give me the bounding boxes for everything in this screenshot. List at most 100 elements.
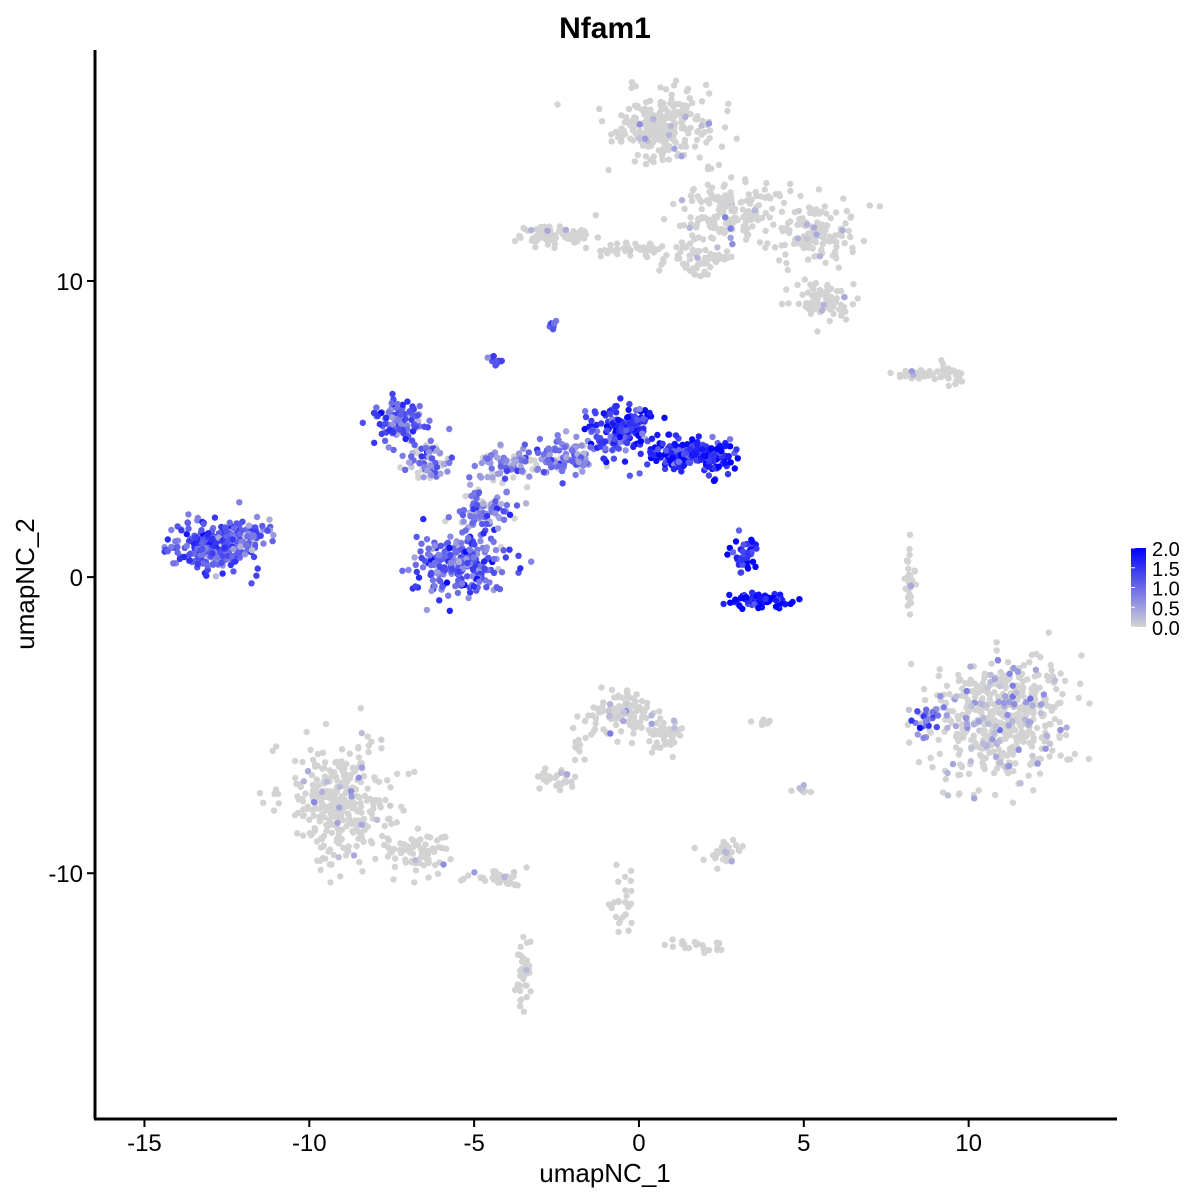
cell-point	[775, 257, 783, 264]
cell-point	[762, 595, 769, 603]
cell-point	[669, 753, 676, 761]
cell-point	[625, 927, 632, 934]
cell-point	[701, 254, 709, 261]
cell-point	[415, 574, 423, 581]
cell-point	[615, 708, 622, 715]
cell-point	[915, 759, 923, 766]
cell-point	[944, 724, 951, 732]
cell-point	[737, 569, 744, 576]
cell-point	[1002, 684, 1009, 691]
cell-point	[598, 118, 606, 125]
cell-point	[390, 876, 397, 883]
cell-point	[522, 458, 529, 465]
cell-point	[545, 445, 552, 452]
cell-point	[626, 420, 633, 427]
cell-point	[1005, 698, 1013, 705]
cell-point	[678, 125, 686, 132]
cell-point	[753, 212, 760, 220]
cell-point	[659, 137, 666, 145]
cell-point	[936, 750, 943, 757]
cell-point	[313, 838, 321, 845]
cell-point	[389, 390, 396, 398]
cell-point	[498, 500, 505, 508]
cell-point	[990, 769, 998, 777]
cell-point	[689, 246, 696, 253]
cell-point	[667, 450, 675, 457]
cell-point	[682, 264, 689, 272]
cell-point	[592, 212, 599, 219]
cell-point	[356, 859, 363, 866]
cell-point	[575, 229, 583, 236]
cell-point	[995, 738, 1002, 745]
cell-point	[953, 693, 960, 700]
cell-point	[408, 416, 415, 424]
cell-point	[588, 417, 595, 425]
cell-point	[718, 143, 726, 150]
cell-point	[413, 568, 420, 576]
cell-point	[673, 243, 680, 251]
cell-point	[422, 841, 429, 848]
cell-point	[465, 872, 472, 879]
cell-point	[747, 718, 755, 725]
cell-point	[514, 951, 522, 959]
cell-point	[778, 300, 786, 308]
cell-point	[582, 413, 590, 421]
cell-point	[170, 560, 177, 567]
cell-point	[500, 516, 508, 523]
cell-point	[666, 457, 674, 464]
cell-point	[631, 158, 638, 165]
cell-point	[727, 189, 734, 196]
cell-point	[766, 214, 773, 221]
cell-point	[431, 559, 438, 567]
cell-point	[378, 736, 385, 743]
cell-point	[446, 544, 453, 551]
cell-point	[845, 227, 852, 234]
cell-point	[837, 301, 845, 308]
cell-point	[970, 721, 978, 728]
cell-point	[204, 562, 211, 569]
cell-point	[1016, 705, 1023, 712]
cell-point	[700, 945, 707, 952]
cell-point	[680, 462, 687, 470]
cell-point	[723, 841, 730, 848]
cell-point	[639, 713, 646, 721]
cell-point	[988, 660, 995, 667]
cell-point	[388, 399, 395, 407]
cell-point	[627, 900, 635, 907]
x-tick-label: -10	[292, 1130, 327, 1157]
cell-point	[952, 722, 960, 730]
cell-point	[609, 446, 616, 454]
cell-point	[249, 546, 256, 554]
cell-point	[680, 222, 688, 229]
cell-point	[782, 601, 789, 608]
cell-point	[747, 216, 755, 223]
cell-point	[929, 764, 936, 771]
cell-point	[1061, 677, 1069, 685]
cell-point	[446, 459, 453, 466]
cell-point	[428, 587, 435, 595]
cell-point	[370, 800, 377, 807]
cell-point	[561, 778, 568, 785]
cell-point	[1036, 684, 1043, 691]
cell-point	[993, 639, 1000, 646]
legend-tick-label: 0.5	[1152, 598, 1180, 620]
cell-point	[627, 877, 634, 884]
cell-point	[493, 358, 500, 365]
cell-point	[186, 557, 193, 564]
cell-point	[1010, 768, 1017, 775]
cell-point	[455, 568, 462, 575]
cell-point	[960, 734, 967, 741]
cell-point	[395, 426, 403, 433]
cell-point	[314, 750, 322, 758]
cell-point	[620, 913, 627, 920]
cell-point	[594, 234, 602, 241]
cell-point	[967, 663, 974, 670]
cell-point	[351, 805, 358, 812]
cell-point	[633, 691, 640, 698]
cell-point	[964, 696, 972, 704]
cell-point	[641, 244, 648, 251]
cell-point	[644, 461, 651, 468]
cell-point	[615, 878, 622, 885]
cell-point	[546, 776, 553, 783]
cell-point	[478, 459, 485, 467]
